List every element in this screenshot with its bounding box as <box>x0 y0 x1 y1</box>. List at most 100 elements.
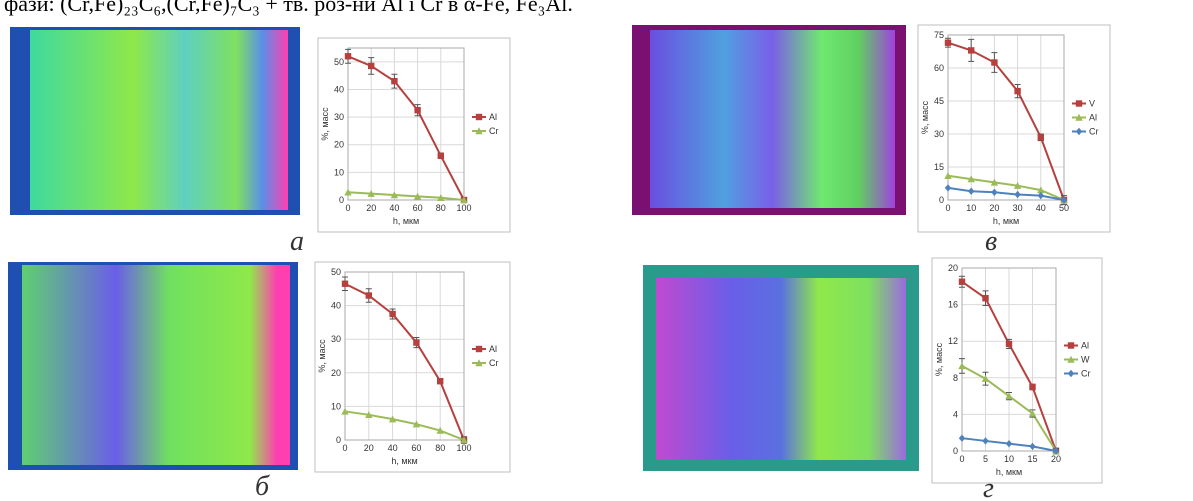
y-tick-label: 10 <box>331 401 341 411</box>
y-tick-label: 16 <box>948 300 958 310</box>
y-tick-label: 50 <box>334 57 344 67</box>
y-axis-label: %, масс <box>317 339 327 373</box>
marker <box>367 189 375 197</box>
marker <box>389 310 396 318</box>
legend-marker <box>475 127 483 135</box>
marker <box>1013 182 1022 189</box>
y-tick-label: 12 <box>948 336 958 346</box>
y-tick-label: 0 <box>939 195 944 205</box>
legend-label: W <box>1081 355 1090 365</box>
marker <box>944 39 952 46</box>
marker <box>1052 447 1060 455</box>
x-tick-label: 40 <box>1036 203 1046 213</box>
marker <box>1005 392 1013 400</box>
series-line <box>947 41 1065 201</box>
marker <box>412 420 421 428</box>
legend-label: Al <box>489 112 497 122</box>
x-tick-label: 50 <box>1059 203 1069 213</box>
y-axis-label: %, масс <box>920 100 930 134</box>
marker <box>1014 190 1021 199</box>
panel-label: г <box>983 473 994 501</box>
x-tick-label: 0 <box>945 203 950 213</box>
x-tick-label: 30 <box>1013 203 1023 213</box>
legend-label: Cr <box>1081 369 1091 379</box>
x-tick-label: 100 <box>456 203 471 213</box>
marker <box>982 294 989 302</box>
panel-label: б <box>255 471 270 501</box>
marker <box>968 187 975 195</box>
marker <box>437 152 444 159</box>
header-text: фази: (Cr,Fe)₂₃C₆,(Cr,Fe)₇C₃ + тв. роз-н… <box>4 0 573 16</box>
x-tick-label: 5 <box>983 454 988 464</box>
y-tick-label: 30 <box>334 112 344 122</box>
marker <box>1060 196 1068 204</box>
legend-marker <box>1075 127 1083 136</box>
marker <box>944 172 952 179</box>
series-line <box>344 410 465 441</box>
marker <box>1037 134 1044 141</box>
series-line <box>347 191 465 201</box>
legend-label: Al <box>1081 341 1089 351</box>
plot-frame <box>344 271 465 441</box>
y-tick-label: 40 <box>334 84 344 94</box>
x-tick-label: 20 <box>1051 454 1061 464</box>
x-tick-label: 80 <box>436 203 446 213</box>
chart-box <box>314 261 511 473</box>
y-tick-label: 50 <box>331 267 341 277</box>
marker <box>390 191 399 199</box>
micrograph <box>22 265 290 465</box>
marker <box>414 106 421 114</box>
x-tick-label: 100 <box>456 443 471 453</box>
marker <box>1028 409 1037 417</box>
marker <box>1005 340 1013 348</box>
marker <box>1029 442 1036 451</box>
x-tick-label: 0 <box>345 203 350 213</box>
y-tick-label: 0 <box>339 195 344 205</box>
marker <box>958 362 966 370</box>
y-tick-label: 20 <box>334 140 344 150</box>
y-tick-label: 0 <box>953 446 958 456</box>
y-axis-label: %, масс <box>320 107 330 141</box>
x-tick-label: 20 <box>989 203 999 213</box>
marker <box>1005 439 1013 448</box>
micrograph <box>650 30 895 208</box>
marker <box>388 415 397 423</box>
y-tick-label: 30 <box>331 334 341 344</box>
x-tick-label: 10 <box>966 203 976 213</box>
marker <box>990 178 999 186</box>
x-tick-label: 20 <box>364 443 374 453</box>
series-line <box>947 174 1065 201</box>
marker <box>1029 383 1036 391</box>
marker <box>981 375 990 382</box>
legend-label: Cr <box>489 358 499 368</box>
x-tick-label: 10 <box>1004 454 1014 464</box>
y-tick-label: 40 <box>331 301 341 311</box>
marker <box>460 196 468 204</box>
x-tick-label: 40 <box>389 203 399 213</box>
marker <box>967 175 975 183</box>
x-axis-label: h, мкм <box>391 456 417 466</box>
legend-marker <box>475 345 483 353</box>
legend-marker <box>1075 113 1083 121</box>
marker <box>991 188 998 196</box>
marker <box>365 292 372 299</box>
x-tick-label: 40 <box>388 443 398 453</box>
legend-label: Cr <box>1089 127 1099 137</box>
x-tick-label: 20 <box>366 203 376 213</box>
marker <box>982 437 989 445</box>
y-tick-label: 30 <box>934 129 944 139</box>
y-axis-label: %, масс <box>934 342 944 376</box>
marker <box>368 62 375 70</box>
legend-label: Al <box>1089 113 1097 123</box>
legend-marker <box>475 359 483 367</box>
legend-label: Al <box>489 344 497 354</box>
y-tick-label: 15 <box>934 162 944 172</box>
marker <box>1037 186 1045 194</box>
marker <box>1014 87 1021 95</box>
panel-label: а <box>290 226 304 257</box>
marker <box>1037 191 1044 200</box>
marker <box>991 59 998 66</box>
marker <box>344 188 352 196</box>
marker <box>341 407 349 415</box>
